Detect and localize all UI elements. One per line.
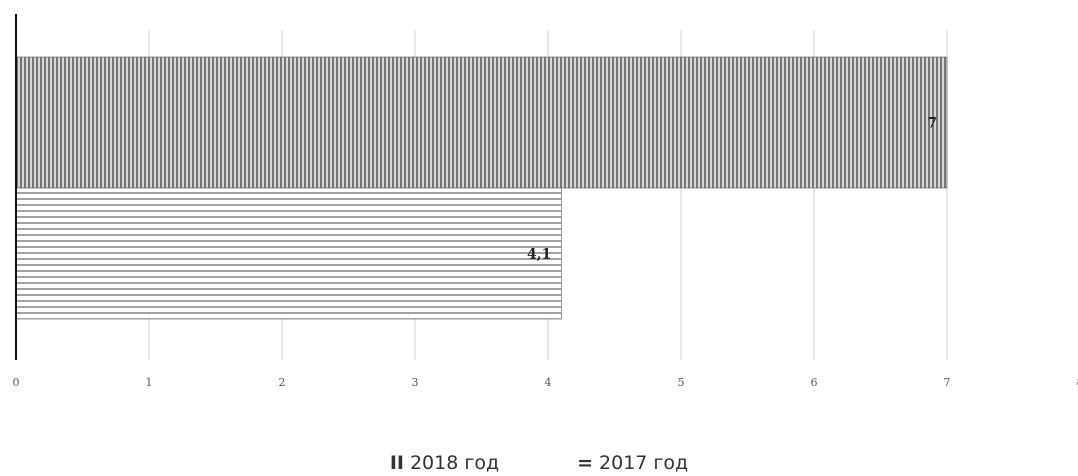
legend-marker-2017: =: [577, 452, 594, 474]
data-labels: 74,1: [527, 116, 937, 263]
data-label: 4,1: [527, 247, 551, 263]
legend: II 2018 год = 2017 год: [0, 450, 1078, 476]
legend-item-2018: II 2018 год: [390, 450, 499, 476]
data-label: 7: [927, 116, 937, 132]
x-tick-label: 2: [279, 376, 286, 389]
x-tick-label: 5: [678, 376, 685, 389]
x-tick-label: 4: [545, 376, 552, 389]
x-axis-ticks: 0 1 2 3 4 5 6 7 8: [13, 376, 1078, 389]
x-tick-label: 0: [13, 376, 20, 389]
bars: [15, 56, 948, 320]
bar-2017-год: [15, 187, 562, 320]
x-tick-label: 6: [811, 376, 818, 389]
legend-item-2017: = 2017 год: [577, 450, 688, 476]
x-tick-label: 3: [412, 376, 419, 389]
legend-label-2018: 2018 год: [409, 452, 500, 474]
x-tick-label: 8: [1077, 376, 1078, 389]
legend-label-2017: 2017 год: [599, 452, 689, 474]
bar-2018-год: [15, 56, 948, 189]
x-tick-label: 1: [146, 376, 153, 389]
bar-chart: 012345678 74,1: [13, 14, 1078, 389]
legend-marker-2018: II: [389, 452, 404, 474]
x-tick-label: 7: [944, 376, 951, 389]
